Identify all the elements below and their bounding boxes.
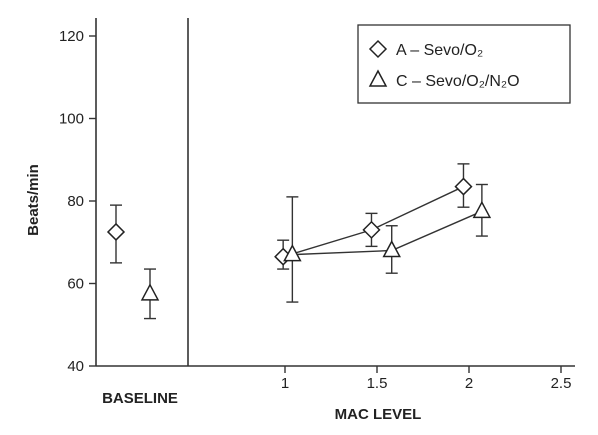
series-1-point-2-triangle-marker bbox=[472, 200, 492, 219]
y-tick-label-100: 100 bbox=[59, 111, 84, 128]
y-axis-title: Beats/min bbox=[25, 164, 42, 236]
x-axis-title: MAC LEVEL bbox=[335, 406, 422, 423]
legend-label-c: C – Sevo/O₂/N₂O bbox=[396, 73, 520, 90]
y-tick-label-120: 120 bbox=[59, 28, 84, 45]
series-1-line bbox=[292, 210, 483, 256]
series-0-baseline-diamond-marker bbox=[106, 222, 126, 241]
x-tick-label-2.5: 2.5 bbox=[551, 375, 572, 392]
x-axis-ticks: 1 1.5 2 2.5 bbox=[281, 366, 572, 392]
legend-triangle-icon bbox=[368, 69, 388, 87]
series-1-point-0-triangle-marker bbox=[283, 244, 302, 262]
y-tick-label-80: 80 bbox=[67, 193, 84, 210]
legend-diamond-icon bbox=[368, 39, 388, 59]
y-tick-label-40: 40 bbox=[67, 358, 84, 375]
x-tick-label-1: 1 bbox=[281, 375, 289, 392]
baseline-label: BASELINE bbox=[102, 390, 178, 407]
legend-label-a: A – Sevo/O₂ bbox=[396, 42, 483, 59]
series-0-point-1-diamond-marker bbox=[362, 220, 381, 239]
series-lines bbox=[282, 185, 483, 258]
data-markers bbox=[106, 177, 492, 301]
legend: A – Sevo/O₂ C – Sevo/O₂/N₂O bbox=[357, 24, 571, 104]
y-axis-ticks: 40 60 80 100 120 bbox=[59, 28, 96, 375]
series-0-point-2-diamond-marker bbox=[454, 177, 473, 196]
y-tick-label-60: 60 bbox=[67, 276, 84, 293]
x-tick-label-2: 2 bbox=[465, 375, 473, 392]
x-tick-label-1.5: 1.5 bbox=[367, 375, 388, 392]
series-1-baseline-triangle-marker bbox=[140, 283, 160, 301]
error-bars bbox=[110, 163, 488, 320]
legend-box bbox=[357, 24, 571, 104]
series-1-point-1-triangle-marker bbox=[382, 239, 401, 258]
